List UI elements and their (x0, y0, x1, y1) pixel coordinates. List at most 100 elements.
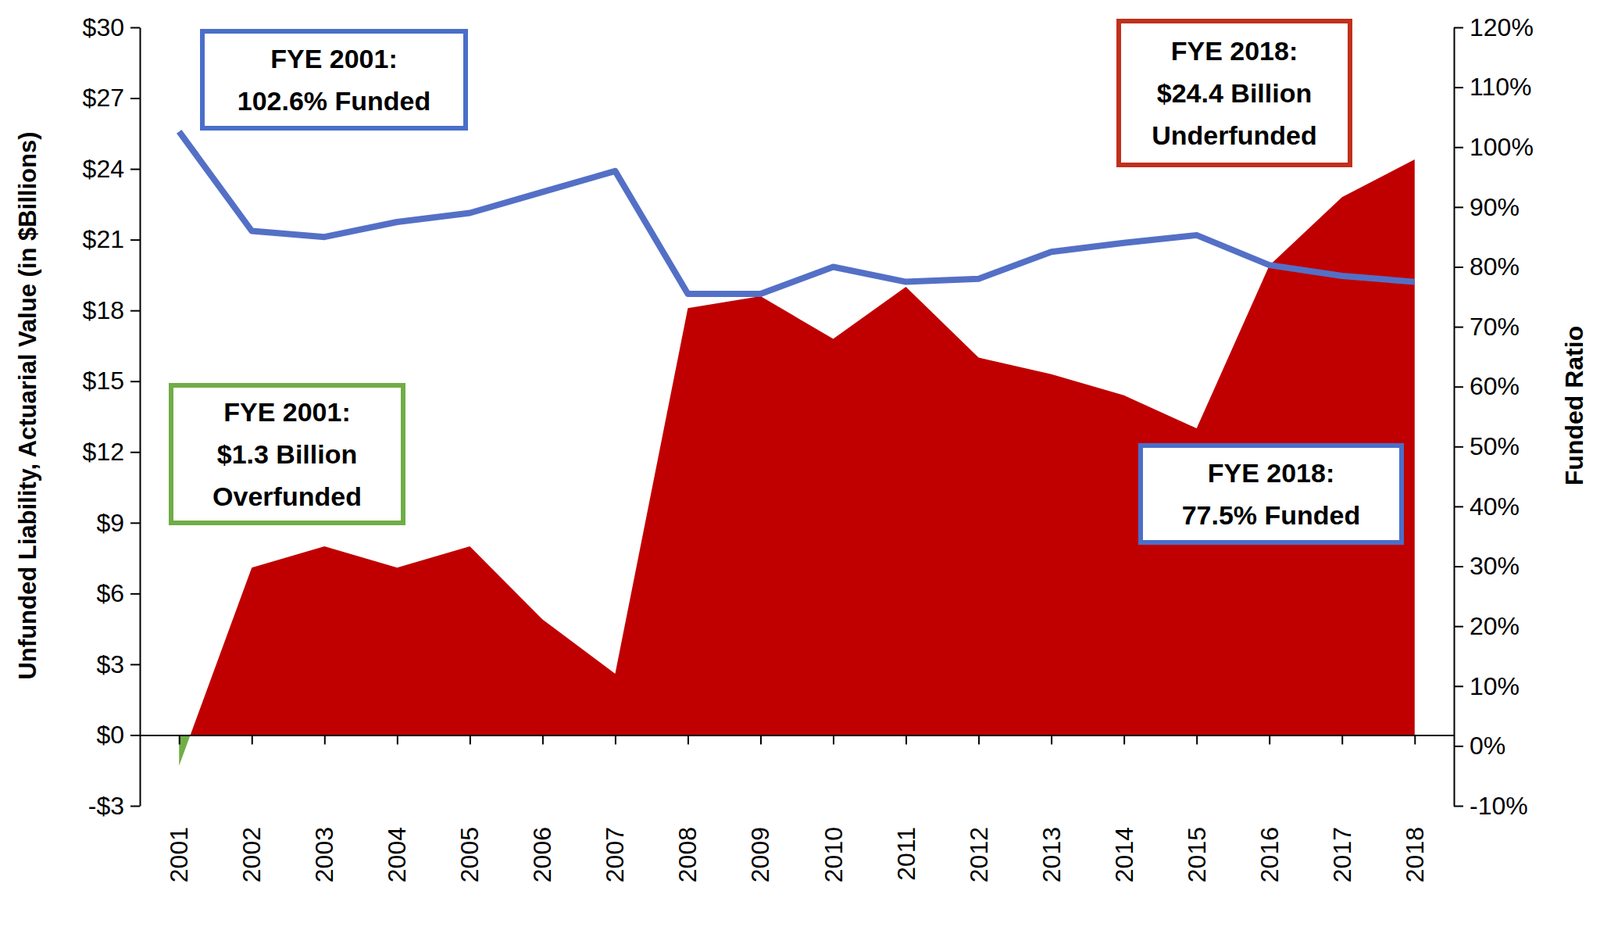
y2-axis-tick-label: 30% (1469, 551, 1520, 580)
y-axis-tick: $27 (82, 83, 140, 112)
x-tick-label: 2001 (164, 826, 193, 883)
x-tick (614, 734, 616, 744)
y-axis-line (139, 28, 142, 807)
x-tick (469, 734, 471, 744)
y2-axis-tick-mark (1453, 27, 1464, 29)
y2-axis-tick: 100% (1453, 132, 1534, 161)
x-tick-label: 2013 (1037, 826, 1066, 883)
y-axis-tick-mark (130, 521, 140, 524)
annotation: FYE 2001:102.6% Funded (202, 31, 466, 129)
y2-axis-tick-label: 120% (1469, 13, 1534, 42)
x-tick-mark (614, 734, 617, 744)
y2-axis-tick-mark (1453, 266, 1464, 268)
x-tick-mark (978, 734, 980, 744)
x-axis (140, 734, 1455, 744)
y2-axis-title: Funded Ratio (1560, 325, 1589, 486)
y2-axis-tick-label: 100% (1469, 132, 1534, 161)
y2-axis-tick-label: 10% (1469, 671, 1520, 700)
y-axis-tick: $15 (82, 366, 140, 395)
annotation: FYE 2001:$1.3 BillionOverfunded (171, 385, 404, 523)
y2-axis-tick-mark (1453, 446, 1464, 448)
y-axis-tick: -$3 (88, 791, 140, 820)
y2-axis-tick-label: -10% (1469, 791, 1529, 820)
annotation: FYE 2018:$24.4 BillionUnderfunded (1118, 21, 1350, 165)
x-tick-mark (178, 734, 181, 744)
x-tick-label: 2011 (892, 826, 921, 881)
y-axis-tick-mark (130, 592, 140, 595)
x-tick (687, 734, 689, 744)
y-axis-tick: $9 (96, 508, 140, 537)
y2-axis-tick-label: 80% (1469, 252, 1520, 281)
y-axis-tick-mark (130, 380, 140, 383)
annotation-text: FYE 2001: (223, 396, 351, 427)
y-axis-tick-label: $27 (82, 83, 125, 112)
x-tick (1414, 734, 1416, 744)
x-tick-label: 2015 (1182, 826, 1211, 883)
x-tick (396, 734, 398, 744)
y2-axis-tick-label: 20% (1469, 611, 1520, 640)
x-tick-mark (1196, 734, 1198, 744)
x-tick (978, 734, 980, 744)
y2-axis-tick: 120% (1453, 13, 1534, 42)
x-tick-label: 2002 (237, 826, 266, 883)
y-axis-tick-label: $3 (96, 650, 125, 679)
x-tick (178, 734, 180, 744)
y-axis-tick-label: -$3 (88, 791, 125, 820)
x-tick-mark (1341, 734, 1343, 744)
y-axis-tick-mark (130, 451, 140, 454)
y-axis-tick-mark (130, 310, 140, 312)
y-axis-tick-label: $18 (82, 296, 125, 325)
annotation-text: Overfunded (212, 481, 362, 511)
x-tick-mark (1050, 734, 1053, 744)
x-tick-mark (324, 734, 326, 744)
y2-axis-tick: 20% (1453, 611, 1520, 640)
x-tick (1124, 734, 1125, 744)
y2-axis-tick-mark (1453, 625, 1464, 628)
y2-axis-tick: 60% (1453, 371, 1520, 400)
x-tick (760, 734, 761, 744)
x-tick-mark (760, 734, 762, 744)
annotations: FYE 2001:102.6% Funded FYE 2001:$1.3 Bill… (171, 21, 1402, 543)
x-tick (1269, 734, 1271, 744)
x-tick-label: 2010 (819, 826, 848, 883)
y-axis-tick-label: $24 (82, 154, 125, 183)
y2-axis-tick-label: 60% (1469, 371, 1520, 400)
y2-axis-tick: 70% (1453, 312, 1520, 341)
y-axis-tick-mark (130, 734, 140, 736)
y2-axis: -10%0%10%20%30%40%50%60%70%80%90%100%110… (1453, 13, 1534, 820)
x-tick (1051, 734, 1053, 744)
y2-axis-tick-mark (1453, 805, 1464, 808)
y2-axis-tick: 50% (1453, 432, 1520, 461)
y-axis-tick-mark (130, 663, 140, 665)
x-tick-mark (469, 734, 472, 744)
y2-axis-tick-label: 70% (1469, 312, 1520, 341)
y2-axis-tick-mark (1453, 146, 1464, 149)
y-axis-tick: $30 (82, 13, 140, 42)
x-axis-line (140, 734, 1455, 736)
x-tick (906, 734, 908, 744)
x-tick-labels: 2001200220032004200520062007200820092010… (164, 826, 1429, 883)
y-axis-tick: $18 (82, 296, 140, 325)
annotation-text: Underfunded (1151, 120, 1318, 150)
y-axis-tick: $3 (96, 650, 140, 679)
chart: 2001200220032004200520062007200820092010… (0, 0, 1600, 934)
x-tick-label: 2008 (673, 826, 702, 883)
y2-axis-tick-label: 110% (1469, 72, 1532, 101)
y-axis-tick-mark (130, 805, 140, 808)
y2-axis-tick: 30% (1453, 551, 1520, 580)
y2-axis-tick: 0% (1453, 731, 1506, 760)
annotation-box (202, 31, 466, 129)
y2-axis-tick-mark (1453, 565, 1464, 568)
y2-axis-tick: 110% (1453, 72, 1532, 101)
x-tick-label: 2017 (1328, 826, 1357, 883)
y2-axis-line (1453, 28, 1456, 807)
x-tick-mark (1414, 734, 1416, 744)
y-axis-tick-label: $30 (82, 13, 125, 42)
annotation-box (1140, 445, 1402, 543)
y-axis-tick-label: $12 (82, 437, 125, 466)
y2-axis-tick-mark (1453, 385, 1464, 388)
annotation: FYE 2018:77.5% Funded (1140, 445, 1402, 543)
x-tick-label: 2018 (1400, 826, 1429, 883)
x-tick-mark (832, 734, 835, 744)
x-tick-label: 2006 (528, 826, 557, 883)
